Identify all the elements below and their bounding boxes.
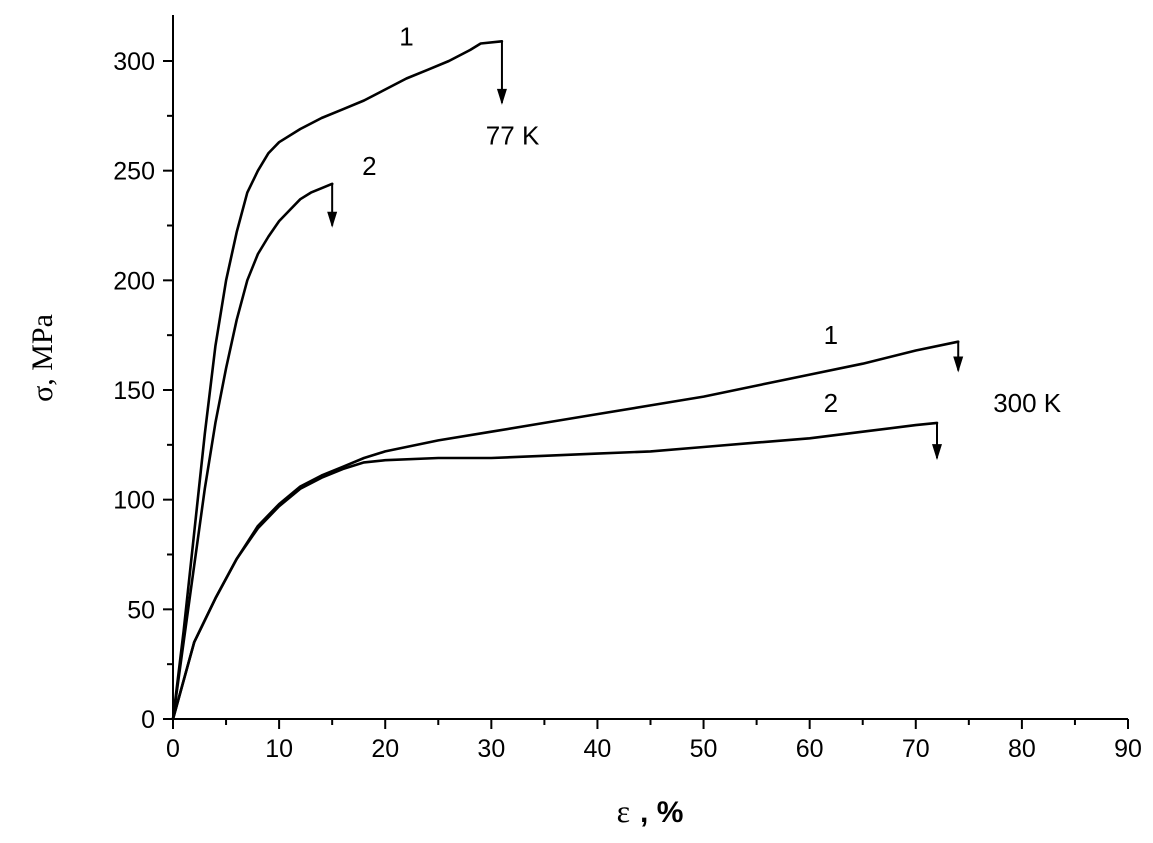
x-tick-label: 80: [1008, 735, 1036, 763]
x-tick-label: 10: [265, 735, 293, 763]
x-tick-label: 30: [477, 735, 505, 763]
y-tick-label: 250: [113, 158, 155, 186]
curve-300k-1: [171, 340, 960, 721]
y-tick-label: 300: [113, 48, 155, 76]
fracture-arrows: [327, 41, 964, 461]
y-tick-label: 200: [113, 267, 155, 295]
x-tick-label: 70: [902, 735, 930, 763]
x-axis-label: ε , %: [617, 793, 684, 829]
fracture-arrowhead: [953, 356, 964, 373]
annotations: 1 77 K 2 1 300 K 2: [362, 22, 1062, 418]
x-tick-label: 40: [584, 735, 612, 763]
temperature-label: 300 K: [993, 388, 1062, 418]
curve-number-label: 1: [399, 22, 413, 52]
x-tick-label: 60: [796, 735, 824, 763]
y-tick-label: 0: [141, 706, 155, 734]
fracture-arrowhead: [932, 444, 942, 461]
curve-77k-2: [171, 182, 334, 721]
curve-number-label: 2: [362, 151, 376, 181]
x-tick-label: 50: [690, 735, 718, 763]
y-axis-label: σ, MPa: [26, 314, 59, 402]
y-tick-label: 100: [113, 487, 155, 515]
y-tick-label: 150: [113, 377, 155, 405]
x-axis-label-unit: , %: [640, 796, 683, 829]
x-tick-label: 20: [371, 735, 399, 763]
x-tick-label: 90: [1114, 735, 1142, 763]
y-axis-ticks: 0 50 100 150 200 250 300: [113, 48, 173, 734]
curve-number-label: 1: [824, 320, 838, 350]
curve-77k-1: [171, 40, 504, 721]
plot-area: 0 10 20 30 40 50 60 70 80 90 0 50 100 150 200 250 300 1…: [113, 15, 1142, 763]
curves: [171, 40, 960, 721]
temperature-label: 77 K: [486, 120, 540, 150]
x-tick-label: 0: [166, 735, 180, 763]
curve-300k-2: [171, 421, 939, 721]
x-axis-ticks: 0 10 20 30 40 50 60 70 80 90: [166, 719, 1142, 763]
x-axis-label-symbol: ε: [617, 793, 630, 829]
y-tick-label: 50: [127, 596, 155, 624]
fracture-arrowhead: [496, 88, 507, 105]
fracture-arrowhead: [327, 211, 338, 228]
curve-number-label: 2: [824, 388, 838, 418]
